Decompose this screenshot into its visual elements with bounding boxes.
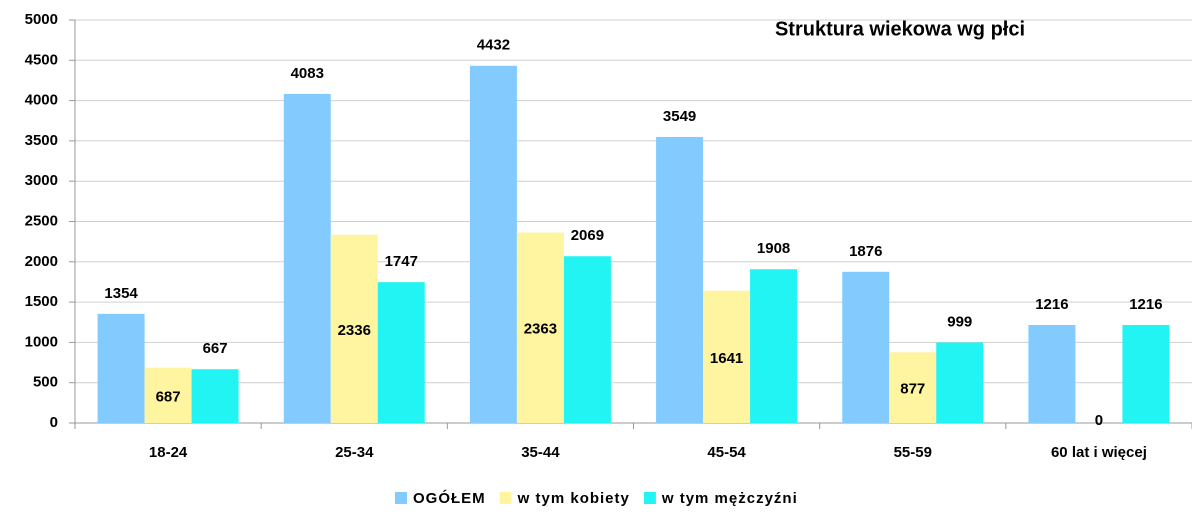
data-label: 4432 <box>477 37 510 54</box>
bar <box>516 232 564 423</box>
y-tick-label: 2500 <box>25 212 58 229</box>
bar <box>889 352 937 423</box>
y-tick-label: 2000 <box>25 253 58 270</box>
x-tick-label: 25-34 <box>335 444 374 461</box>
data-label: 999 <box>947 313 972 330</box>
data-label: 1908 <box>757 240 790 257</box>
legend-label: w tym kobiety <box>517 490 630 507</box>
bar <box>750 269 798 423</box>
data-label: 1876 <box>849 243 882 260</box>
y-tick-label: 1000 <box>25 333 58 350</box>
bar <box>144 367 192 423</box>
bar <box>656 136 704 423</box>
x-tick-label: 55-59 <box>894 444 932 461</box>
x-tick-label: 18-24 <box>149 444 188 461</box>
bar <box>330 234 378 423</box>
y-tick-label: 1500 <box>25 293 58 310</box>
legend-swatch <box>643 492 656 504</box>
data-label: 1747 <box>385 253 418 270</box>
bar <box>377 282 425 423</box>
data-label: 2363 <box>524 321 557 338</box>
chart-title: Struktura wiekowa wg płci <box>775 18 1025 40</box>
x-tick-label: 60 lat i więcej <box>1051 444 1147 461</box>
y-tick-label: 3000 <box>25 172 58 189</box>
bar <box>842 271 890 423</box>
data-label: 1216 <box>1129 296 1162 313</box>
legend-swatch <box>395 492 407 504</box>
data-label: 687 <box>156 388 181 405</box>
bar <box>703 290 751 423</box>
data-label: 1216 <box>1035 296 1068 313</box>
x-tick-label: 35-44 <box>521 444 560 461</box>
bar <box>563 256 611 423</box>
data-label: 2336 <box>338 322 371 339</box>
y-tick-label: 5000 <box>25 11 58 28</box>
y-tick-label: 4500 <box>25 51 58 68</box>
data-label: 1641 <box>710 350 743 367</box>
bar <box>191 369 239 423</box>
data-label: 0 <box>1095 412 1103 429</box>
y-tick-label: 4000 <box>25 92 58 109</box>
data-label: 2069 <box>571 227 604 244</box>
bar <box>1028 324 1076 423</box>
data-label: 877 <box>900 381 925 398</box>
data-label: 3549 <box>663 108 696 125</box>
bar <box>1122 324 1170 423</box>
bar <box>469 65 517 424</box>
y-tick-label: 3500 <box>25 132 58 149</box>
data-label: 4083 <box>291 65 324 82</box>
legend-label: OGÓŁEM <box>413 489 486 507</box>
x-tick-label: 45-54 <box>707 444 746 461</box>
bar <box>97 313 145 423</box>
y-tick-label: 500 <box>33 374 58 391</box>
bar <box>936 342 984 423</box>
data-label: 667 <box>203 340 228 357</box>
y-tick-label: 0 <box>50 414 58 431</box>
legend-swatch <box>499 492 512 504</box>
data-label: 1354 <box>104 285 138 302</box>
legend-label: w tym mężczyźni <box>661 490 798 507</box>
bar <box>283 93 331 423</box>
